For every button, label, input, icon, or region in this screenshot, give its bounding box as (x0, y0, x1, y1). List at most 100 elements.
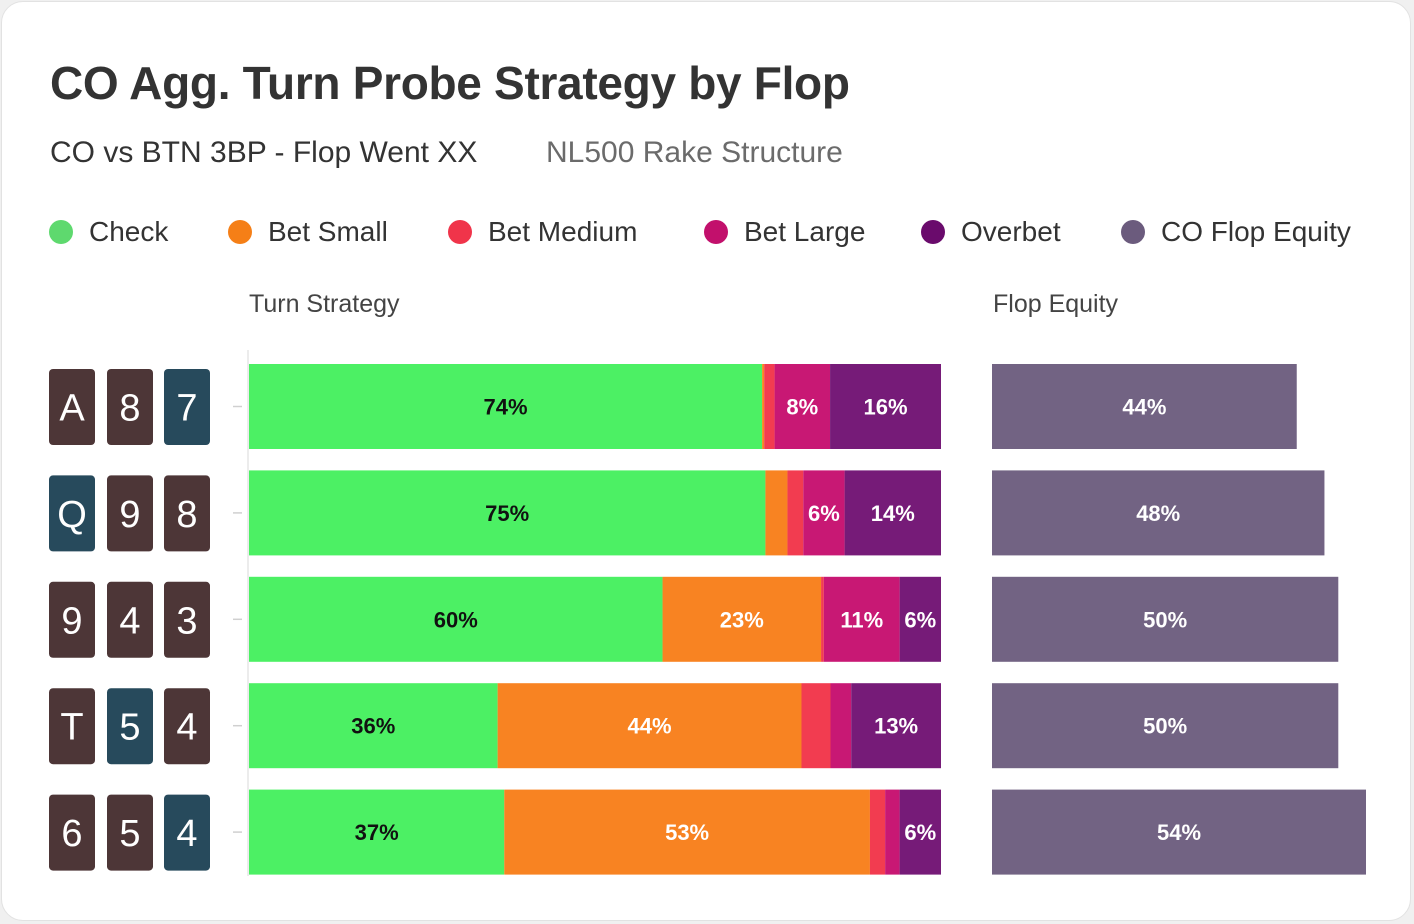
equity-data-label: 48% (1136, 501, 1180, 526)
legend-dot-co-flop-equity (1121, 220, 1145, 244)
card-rank-label: 3 (176, 600, 197, 642)
chart-subtitle: CO vs BTN 3BP - Flop Went XX (50, 136, 478, 169)
data-label: 37% (355, 820, 399, 845)
bar-check-Q98 (249, 470, 766, 556)
bar-bet-small-943 (662, 576, 822, 662)
card-943-0 (49, 581, 95, 658)
card-654-0 (49, 794, 95, 871)
legend-label-co-flop-equity: CO Flop Equity (1161, 216, 1351, 247)
card-rank-label: T (60, 707, 83, 749)
card-rank-label: 9 (61, 600, 82, 642)
card-T54-0 (49, 688, 95, 765)
flop-equity-header: Flop Equity (993, 290, 1119, 318)
equity-data-label: 54% (1157, 820, 1201, 845)
equity-data-label: 50% (1143, 607, 1187, 632)
card-rank-label: 4 (176, 813, 197, 855)
card-rank-label: Q (57, 494, 87, 536)
card-654-2 (164, 794, 210, 871)
chart-title: CO Agg. Turn Probe Strategy by Flop (50, 57, 850, 109)
data-label: 36% (351, 714, 395, 739)
legend-item-bet-small: Bet Small (228, 212, 388, 252)
bar-check-T54 (249, 683, 498, 769)
card-rank-label: 4 (119, 600, 140, 642)
card-A87-1 (107, 369, 153, 445)
card-A87-0 (49, 369, 95, 445)
data-label: 23% (720, 607, 764, 632)
equity-bar-654 (992, 789, 1366, 875)
bar-overbet-T54 (851, 683, 941, 769)
data-label: 44% (628, 714, 672, 739)
data-label: 13% (874, 714, 918, 739)
bar-bet-small-Q98 (765, 470, 788, 556)
card-rank-label: 5 (119, 813, 140, 855)
bar-overbet-Q98 (844, 470, 941, 556)
data-label: 6% (904, 820, 936, 845)
bar-bet-large-T54 (830, 683, 852, 769)
bar-bet-large-A87 (774, 364, 831, 449)
bar-check-943 (249, 576, 663, 662)
data-label: 75% (485, 501, 529, 526)
legend-item-bet-large: Bet Large (704, 212, 865, 252)
legend-item-overbet: Overbet (921, 212, 1061, 252)
card-T54-1 (107, 688, 153, 765)
equity-data-label: 44% (1122, 395, 1166, 420)
bar-bet-medium-654 (869, 789, 886, 875)
legend-item-co-flop-equity: CO Flop Equity (1121, 212, 1351, 252)
data-label: 74% (484, 395, 528, 420)
equity-data-label: 50% (1143, 714, 1187, 739)
card-rank-label: 8 (119, 388, 140, 430)
card-rank-label: A (59, 388, 85, 430)
legend-label-bet-medium: Bet Medium (488, 216, 638, 247)
legend-dot-bet-large (704, 220, 728, 244)
bar-overbet-A87 (830, 364, 941, 449)
equity-bar-A87 (992, 364, 1297, 449)
data-label: 8% (786, 395, 818, 420)
legend-dot-check (49, 220, 73, 244)
card-Q98-1 (107, 475, 153, 552)
bar-bet-large-943 (823, 576, 900, 662)
data-label: 6% (808, 501, 840, 526)
card-654-1 (107, 794, 153, 871)
bar-bet-large-654 (885, 789, 900, 875)
legend-item-bet-medium: Bet Medium (448, 212, 637, 252)
legend-label-overbet: Overbet (961, 216, 1061, 247)
data-label: 53% (665, 820, 709, 845)
card-T54-2 (164, 688, 210, 765)
bar-overbet-654 (899, 789, 941, 875)
bar-check-654 (249, 789, 505, 875)
data-label: 11% (840, 607, 883, 632)
turn-strategy-header: Turn Strategy (249, 290, 400, 318)
card-A87-2 (164, 369, 210, 445)
legend-dot-bet-small (228, 220, 252, 244)
bar-bet-medium-A87 (764, 364, 775, 449)
bar-bet-medium-T54 (801, 683, 831, 769)
data-label: 6% (904, 607, 936, 632)
legend-label-bet-large: Bet Large (744, 216, 866, 247)
card-rank-label: 4 (176, 707, 197, 749)
legend-label-bet-small: Bet Small (268, 216, 388, 247)
card-943-1 (107, 581, 153, 658)
data-label: 14% (871, 501, 915, 526)
data-label: 60% (434, 607, 478, 632)
data-label: 16% (864, 395, 908, 420)
card-rank-label: 6 (61, 813, 82, 855)
bar-bet-small-T54 (497, 683, 802, 769)
bar-bet-medium-Q98 (787, 470, 804, 556)
equity-bar-943 (992, 576, 1339, 662)
bar-bet-small-654 (504, 789, 870, 875)
legend-dot-bet-medium (448, 220, 472, 244)
card-rank-label: 9 (119, 494, 140, 536)
bar-bet-small-A87 (762, 364, 765, 449)
card-Q98-0 (49, 475, 95, 552)
equity-bar-T54 (992, 683, 1339, 769)
bar-check-A87 (249, 364, 763, 449)
legend-label-check: Check (89, 216, 169, 247)
card-943-2 (164, 581, 210, 658)
card-rank-label: 5 (119, 707, 140, 749)
card-rank-label: 7 (176, 388, 197, 430)
legend-dot-overbet (921, 220, 945, 244)
rake-structure-label: NL500 Rake Structure (546, 136, 843, 169)
bar-bet-large-Q98 (803, 470, 845, 556)
bar-bet-medium-943 (821, 576, 824, 662)
